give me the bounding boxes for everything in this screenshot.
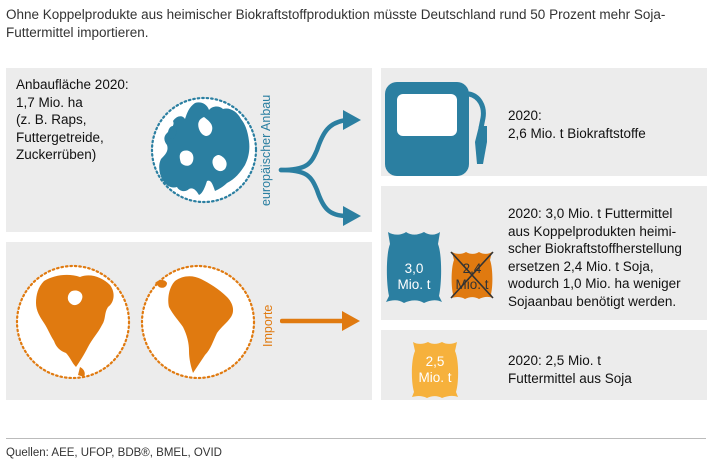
soy-sack-icon — [411, 342, 459, 398]
branch-arrow-icon — [278, 110, 361, 226]
intro-text: Ohne Koppelprodukte aus heimischer Biokr… — [6, 7, 666, 40]
crossed-sack-value: 2,4 — [462, 261, 482, 276]
feed-line: ersetzen 2,4 Mio. t Soja, — [508, 258, 654, 274]
feed-sack-label: 3,0 Mio. t — [388, 261, 440, 293]
import-arrow-icon — [280, 311, 360, 331]
area-line: Futtergetreide, — [16, 129, 104, 145]
crossed-sack-unit: Mio. t — [455, 277, 489, 292]
soy-sack-unit: Mio. t — [418, 370, 452, 385]
europe-globe-icon — [150, 96, 258, 204]
feed-sack-icon — [386, 232, 442, 303]
sources-text: Quellen: AEE, UFOP, BDB®, BMEL, OVID — [6, 447, 222, 459]
biofuel-line: 2,6 Mio. t Biokraftstoffe — [508, 125, 646, 141]
feed-line: scher Biokraftstoffherstellung — [508, 241, 682, 256]
feed-sack-value: 3,0 — [404, 261, 424, 276]
soy-line: Futtermittel aus Soja — [508, 370, 632, 386]
area-line: Anbaufläche 2020: — [16, 77, 129, 92]
area-line: Zuckerrüben) — [16, 147, 97, 162]
soy-feed-text: 2020: 2,5 Mio. t Futtermittel aus Soja — [508, 352, 698, 387]
feed-sack-unit: Mio. t — [397, 277, 431, 292]
soy-sack-label: 2,5 Mio. t — [413, 354, 457, 386]
feed-line: Sojaanbau benötigt werden. — [508, 293, 677, 309]
feed-line: aus Koppelprodukten heimi- — [508, 223, 677, 239]
coproduct-feed-text: 2020: 3,0 Mio. t Futtermittel aus Koppel… — [508, 205, 706, 310]
european-cultivation-label: europäischer Anbau — [259, 94, 273, 206]
soy-line: 2020: 2,5 Mio. t — [508, 353, 602, 368]
cultivation-area-text: Anbaufläche 2020: 1,7 Mio. ha (z. B. Rap… — [16, 76, 146, 164]
north-america-globe-icon — [15, 264, 131, 380]
area-line: 1,7 Mio. ha — [16, 94, 83, 110]
fuel-pump-icon — [385, 82, 487, 176]
soy-sack-value: 2,5 — [425, 354, 445, 369]
biofuel-line: 2020: — [508, 108, 542, 123]
imports-label: Importe — [261, 304, 275, 347]
feed-line: 2020: 3,0 Mio. t Futtermittel — [508, 206, 673, 221]
south-america-globe-icon — [140, 264, 256, 380]
area-line: (z. B. Raps, — [16, 112, 87, 127]
crossed-soy-sack-icon — [450, 251, 494, 299]
biofuel-text: 2020: 2,6 Mio. t Biokraftstoffe — [508, 107, 698, 142]
crossed-sack-label: 2,4 Mio. t — [450, 261, 494, 293]
footer-divider — [6, 438, 706, 439]
feed-line: wodurch 1,0 Mio. ha weniger — [508, 276, 681, 291]
